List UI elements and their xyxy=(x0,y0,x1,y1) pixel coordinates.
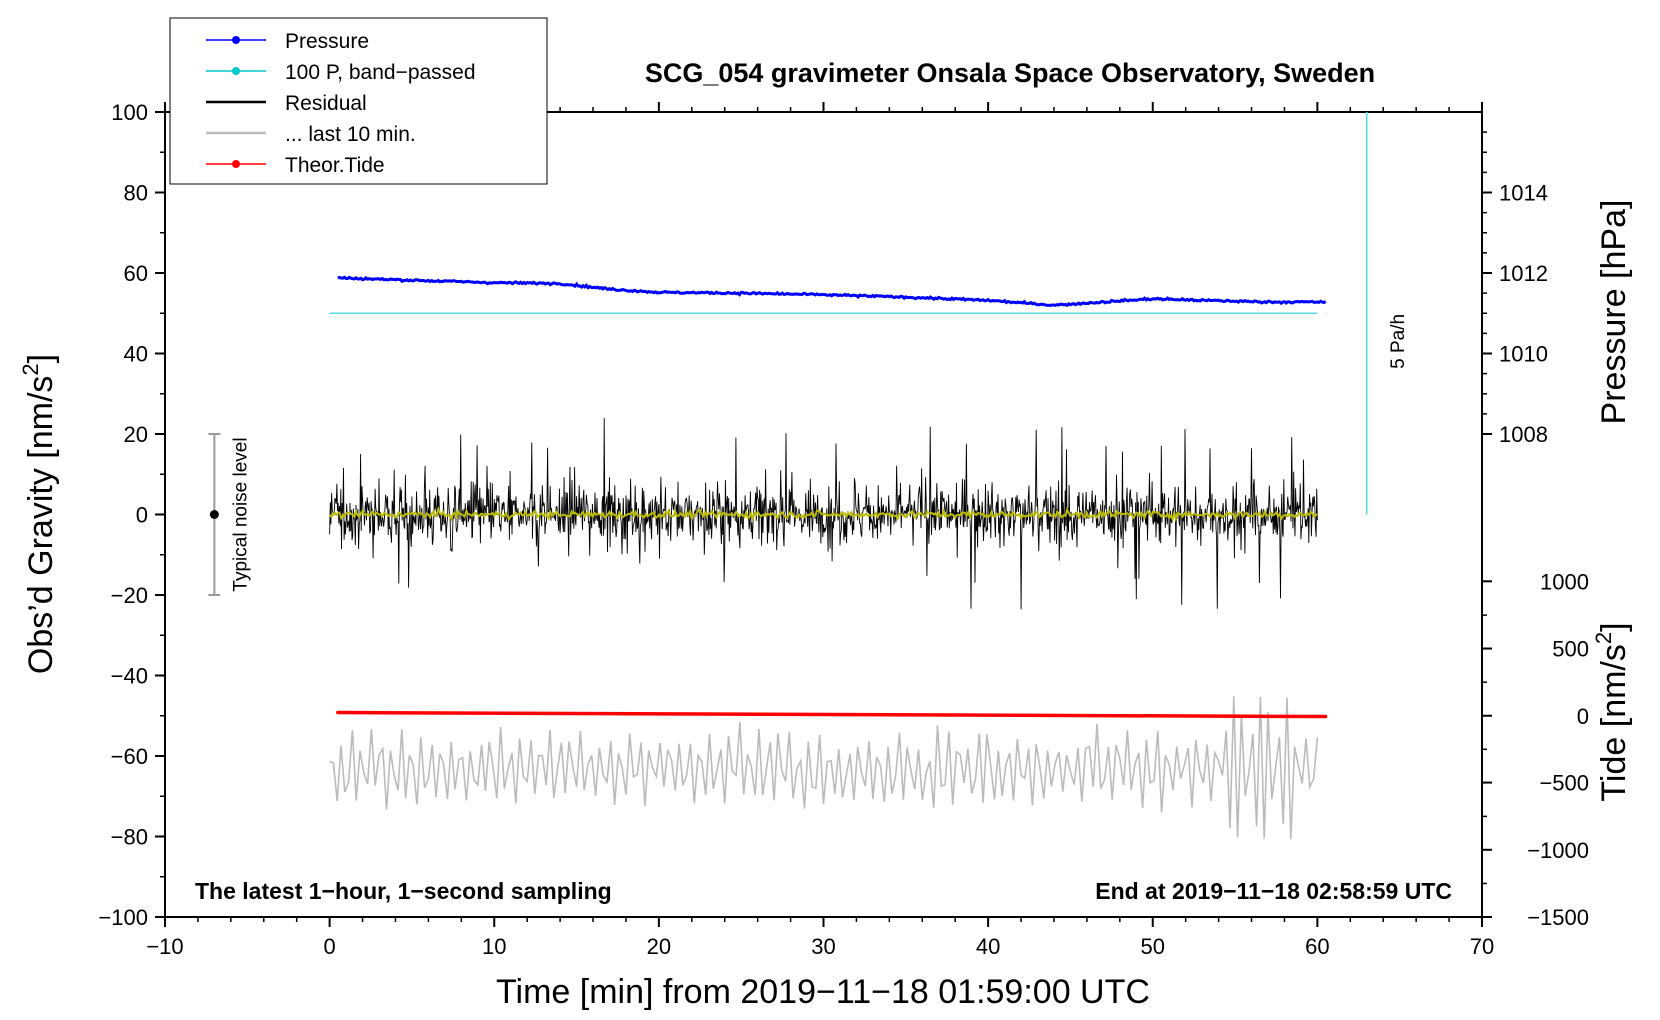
legend-marker xyxy=(232,36,240,44)
x-tick-label: 0 xyxy=(324,934,336,959)
legend-label: Residual xyxy=(285,92,367,115)
x-axis-title: Time [min] from 2019−11−18 01:59:00 UTC xyxy=(496,973,1150,1011)
legend-label: 100 P, band−passed xyxy=(285,61,476,84)
pressure-tick-label: 1010 xyxy=(1499,342,1548,367)
pressure-rate-label: 5 Pa/h xyxy=(1388,314,1409,369)
noise-bar-label: Typical noise level xyxy=(230,437,251,591)
y-tick-label: 20 xyxy=(124,422,148,447)
pressure-axis-title: Pressure [hPa] xyxy=(1595,200,1633,425)
tide-tick-label: 0 xyxy=(1577,704,1589,729)
x-tick-label: −10 xyxy=(146,934,183,959)
y-tick-label: 100 xyxy=(111,100,148,125)
noise-bar-dot xyxy=(209,510,219,519)
left-y-axis-title-main: Obs’d Gravity [nm/s xyxy=(22,376,60,675)
y-tick-label: −60 xyxy=(111,744,148,769)
y-tick-label: −20 xyxy=(111,583,148,608)
y-tick-label: 60 xyxy=(124,261,148,286)
pressure-tick-label: 1008 xyxy=(1499,422,1548,447)
tide-axis: −1500 −1000 −500 0 500 1000 xyxy=(1482,569,1589,930)
x-tick-label: 70 xyxy=(1470,934,1494,959)
tide-tick-label: 500 xyxy=(1552,637,1589,662)
x-tick-label: 60 xyxy=(1305,934,1329,959)
y-tick-label: −40 xyxy=(111,664,148,689)
series-pressure xyxy=(337,275,1327,308)
tide-axis-title: Tide [nm/s2] xyxy=(1591,622,1633,801)
pressure-tick-label: 1014 xyxy=(1499,181,1548,206)
noise-bar xyxy=(208,433,221,596)
y-tick-label: 0 xyxy=(136,503,148,528)
chart-title: SCG_054 gravimeter Onsala Space Observat… xyxy=(645,58,1375,88)
y-tick-label: 80 xyxy=(124,181,148,206)
pressure-axis: 1008 1010 1012 1014 xyxy=(1482,131,1548,447)
left-y-axis-title-end: ] xyxy=(22,354,60,363)
legend-label: Theor.Tide xyxy=(285,154,385,177)
y-tick-label: −100 xyxy=(98,905,148,930)
x-tick-label: 20 xyxy=(647,934,671,959)
tide-tick-label: −1500 xyxy=(1527,905,1589,930)
series-residual xyxy=(329,417,1318,610)
y-tick-label: −80 xyxy=(111,825,148,850)
tide-axis-title-sup: 2 xyxy=(1591,632,1616,644)
left-y-axis-title: Obs’d Gravity [nm/s2] xyxy=(18,354,60,674)
legend-label: Pressure xyxy=(285,30,369,53)
x-tick-label: 10 xyxy=(482,934,506,959)
x-tick-label: 40 xyxy=(976,934,1000,959)
legend-marker xyxy=(232,67,240,75)
series-residual-mean xyxy=(328,505,1318,523)
y-tick-label: 40 xyxy=(124,342,148,367)
left-y-axis: −100 −80 −60 −40 −20 0 20 40 60 80 100 xyxy=(98,100,165,930)
pressure-tick-label: 1012 xyxy=(1499,261,1548,286)
footer-right: End at 2019−11−18 02:58:59 UTC xyxy=(1095,878,1452,904)
series-last-10-min xyxy=(329,696,1319,840)
tide-tick-label: 1000 xyxy=(1540,569,1589,594)
left-y-axis-title-sup: 2 xyxy=(18,363,43,375)
series-theoretical-tide xyxy=(336,710,1328,719)
legend-label: ... last 10 min. xyxy=(285,123,416,146)
legend: Pressure 100 P, band−passed Residual ... la… xyxy=(169,17,548,185)
x-axis: −10 0 10 20 30 40 50 60 70 xyxy=(146,102,1494,959)
x-tick-label: 30 xyxy=(811,934,835,959)
tide-tick-label: −500 xyxy=(1539,771,1589,796)
legend-marker xyxy=(232,160,240,168)
footer-left: The latest 1−hour, 1−second sampling xyxy=(195,878,612,904)
tide-axis-title-end: ] xyxy=(1595,622,1633,631)
tide-tick-label: −1000 xyxy=(1527,838,1589,863)
x-tick-label: 50 xyxy=(1141,934,1165,959)
tide-axis-title-main: Tide [nm/s xyxy=(1595,644,1633,801)
series-layer xyxy=(328,275,1328,840)
